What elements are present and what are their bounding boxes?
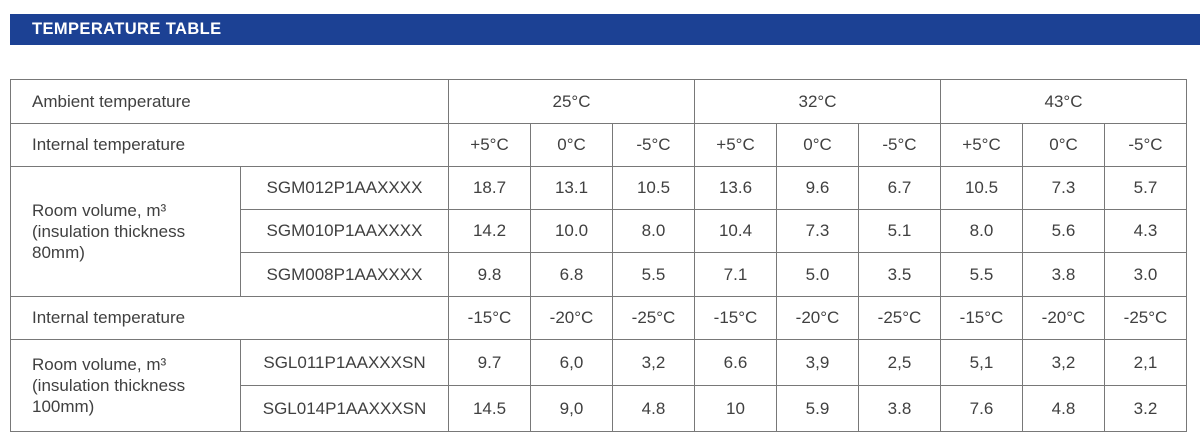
value-cell: 9.8	[448, 252, 531, 297]
value-cell: 6.7	[858, 166, 941, 210]
model-row-sgl011: Room volume, m³ (insulation thickness 10…	[10, 339, 1187, 432]
internal-temp-cell: -5°C	[1104, 123, 1187, 167]
value-cell: 5.9	[776, 385, 859, 432]
value-cell: 5.1	[858, 209, 941, 253]
internal-temp-cell: -5°C	[858, 123, 941, 167]
model-row-sgm012: Room volume, m³ (insulation thickness 80…	[10, 166, 1187, 297]
value-cell: 10.5	[940, 166, 1023, 210]
value-cell: 5.6	[1022, 209, 1105, 253]
value-cell: 6.8	[530, 252, 613, 297]
internal-temp-cell: +5°C	[448, 123, 531, 167]
value-cell: 5.0	[776, 252, 859, 297]
model-cell: SGM008P1AAXXXX	[240, 252, 449, 297]
value-cell: 9.7	[448, 339, 531, 386]
value-cell: 3.8	[858, 385, 941, 432]
ambient-temp-cell-43: 43°C	[940, 79, 1187, 124]
value-cell: 8.0	[612, 209, 695, 253]
value-cell: 8.0	[940, 209, 1023, 253]
model-row-sgl014: SGL014P1AAXXXSN 14.5 9,0 4.8 10 5.9 3.8 …	[11, 385, 1187, 432]
internal-temp-cell: 0°C	[530, 123, 613, 167]
model-cell: SGM010P1AAXXXX	[240, 209, 449, 253]
room-volume-100mm-label-cell: Room volume, m³ (insulation thickness 10…	[10, 339, 241, 432]
internal-label-cell-lower: Internal temperature	[10, 296, 449, 340]
value-cell: 2,5	[858, 339, 941, 386]
value-cell: 5.5	[940, 252, 1023, 297]
value-cell: 6.6	[694, 339, 777, 386]
value-cell: 7.3	[1022, 166, 1105, 210]
value-cell: 18.7	[448, 166, 531, 210]
value-cell: 4.8	[1022, 385, 1105, 432]
value-cell: 4.8	[612, 385, 695, 432]
internal-temp-cell: 0°C	[776, 123, 859, 167]
value-cell: 5.7	[1104, 166, 1187, 210]
value-cell: 4.3	[1104, 209, 1187, 253]
internal-temp-cell: -15°C	[940, 296, 1023, 340]
ambient-label-cell: Ambient temperature	[10, 79, 449, 124]
internal-temp-cell: 0°C	[1022, 123, 1105, 167]
model-cell: SGL014P1AAXXXSN	[240, 385, 449, 432]
room-volume-80mm-label-cell: Room volume, m³ (insulation thickness 80…	[10, 166, 241, 297]
model-row-sgm010: SGM010P1AAXXXX 14.2 10.0 8.0 10.4 7.3 5.…	[11, 209, 1187, 253]
value-cell: 10	[694, 385, 777, 432]
value-cell: 13.1	[530, 166, 613, 210]
internal-temp-cell: +5°C	[940, 123, 1023, 167]
internal-temp-cell: -20°C	[530, 296, 613, 340]
section-title-bar: TEMPERATURE TABLE	[10, 14, 1200, 45]
value-cell: 10.5	[612, 166, 695, 210]
value-cell: 10.0	[530, 209, 613, 253]
value-cell: 7.6	[940, 385, 1023, 432]
internal-temp-cell: -25°C	[858, 296, 941, 340]
internal-temperature-row-upper: Internal temperature +5°C 0°C -5°C +5°C …	[10, 123, 1187, 167]
value-cell: 3.8	[1022, 252, 1105, 297]
value-cell: 9,0	[530, 385, 613, 432]
internal-temp-cell: -20°C	[1022, 296, 1105, 340]
temperature-table: Ambient temperature 25°C 32°C 43°C Inter…	[10, 79, 1187, 432]
value-cell: 5,1	[940, 339, 1023, 386]
model-cell: SGM012P1AAXXXX	[240, 166, 449, 210]
value-cell: 10.4	[694, 209, 777, 253]
model-row-sgm008: SGM008P1AAXXXX 9.8 6.8 5.5 7.1 5.0 3.5 5…	[11, 252, 1187, 297]
value-cell: 7.1	[694, 252, 777, 297]
value-cell: 9.6	[776, 166, 859, 210]
ambient-temperature-row: Ambient temperature 25°C 32°C 43°C	[10, 79, 1187, 124]
ambient-temp-cell-25: 25°C	[448, 79, 695, 124]
value-cell: 3,9	[776, 339, 859, 386]
value-cell: 7.3	[776, 209, 859, 253]
value-cell: 3,2	[1022, 339, 1105, 386]
internal-temp-cell: -15°C	[694, 296, 777, 340]
ambient-temp-cell-32: 32°C	[694, 79, 941, 124]
value-cell: 2,1	[1104, 339, 1187, 386]
internal-temp-cell: -5°C	[612, 123, 695, 167]
value-cell: 5.5	[612, 252, 695, 297]
value-cell: 14.2	[448, 209, 531, 253]
value-cell: 3.2	[1104, 385, 1187, 432]
value-cell: 6,0	[530, 339, 613, 386]
section-title: TEMPERATURE TABLE	[32, 20, 222, 38]
internal-temp-cell: -20°C	[776, 296, 859, 340]
value-cell: 3,2	[612, 339, 695, 386]
value-cell: 3.0	[1104, 252, 1187, 297]
value-cell: 14.5	[448, 385, 531, 432]
internal-temperature-row-lower: Internal temperature -15°C -20°C -25°C -…	[10, 296, 1187, 340]
internal-temp-cell: -15°C	[448, 296, 531, 340]
internal-temp-cell: +5°C	[694, 123, 777, 167]
model-cell: SGL011P1AAXXXSN	[240, 339, 449, 386]
internal-temp-cell: -25°C	[612, 296, 695, 340]
internal-label-cell-upper: Internal temperature	[10, 123, 449, 167]
value-cell: 13.6	[694, 166, 777, 210]
internal-temp-cell: -25°C	[1104, 296, 1187, 340]
value-cell: 3.5	[858, 252, 941, 297]
